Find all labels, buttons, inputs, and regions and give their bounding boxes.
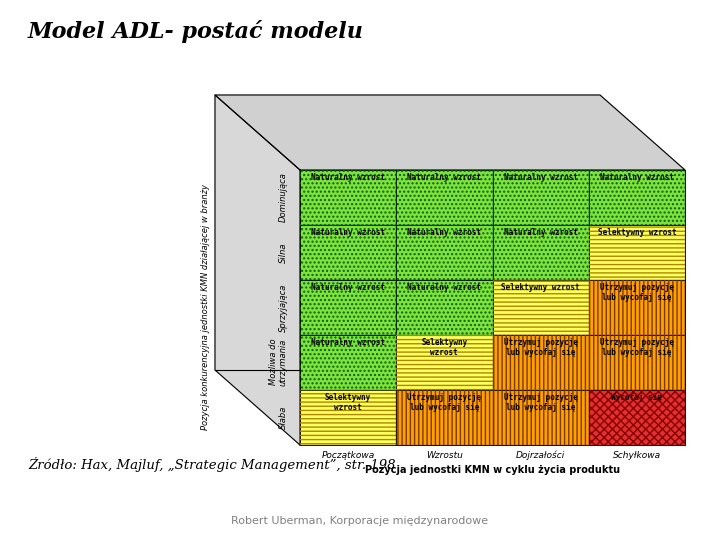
- Text: Słaba: Słaba: [279, 406, 288, 429]
- Bar: [300, 390, 396, 445]
- Text: Selektywny wzrost: Selektywny wzrost: [501, 283, 580, 292]
- Text: Naturalny wzrost: Naturalny wzrost: [503, 173, 577, 182]
- Text: Utrzymuj pozycję
lub wycofaj się: Utrzymuj pozycję lub wycofaj się: [503, 338, 577, 357]
- Bar: [396, 225, 492, 280]
- Polygon shape: [215, 95, 300, 445]
- Bar: [492, 335, 589, 390]
- Text: Pozycja konkurencyjna jednostki KMN działającej w branży: Pozycja konkurencyjna jednostki KMN dzia…: [200, 185, 210, 430]
- Text: Wycofaj się: Wycofaj się: [611, 393, 662, 402]
- Bar: [492, 280, 589, 335]
- Bar: [589, 280, 685, 335]
- Text: Naturalny wzrost: Naturalny wzrost: [408, 173, 482, 182]
- Text: Naturalny wzrost: Naturalny wzrost: [408, 228, 482, 237]
- Text: Dominująca: Dominująca: [279, 173, 288, 222]
- Bar: [300, 335, 396, 390]
- Text: Naturalny wzrost: Naturalny wzrost: [408, 283, 482, 292]
- Bar: [300, 170, 396, 225]
- Bar: [300, 225, 396, 280]
- Bar: [396, 280, 492, 335]
- Text: Początkowa: Początkowa: [322, 451, 374, 460]
- Text: Naturalny wzrost: Naturalny wzrost: [503, 228, 577, 237]
- Bar: [300, 225, 396, 280]
- Bar: [589, 390, 685, 445]
- Text: Dojrzałości: Dojrzałości: [516, 451, 565, 461]
- Text: Źródło: Hax, Majluf, „Strategic Management”, str. 198: Źródło: Hax, Majluf, „Strategic Manageme…: [28, 457, 395, 472]
- Text: Schyłkowa: Schyłkowa: [613, 451, 661, 460]
- Text: Naturalny wzrost: Naturalny wzrost: [311, 228, 385, 237]
- Bar: [589, 280, 685, 335]
- Text: Selektywny wzrost: Selektywny wzrost: [598, 228, 676, 237]
- Bar: [396, 170, 492, 225]
- Bar: [300, 335, 396, 390]
- Text: Silna: Silna: [279, 242, 288, 263]
- Bar: [589, 335, 685, 390]
- Bar: [492, 390, 589, 445]
- Text: Sprzyjająca: Sprzyjająca: [279, 284, 288, 332]
- Polygon shape: [215, 95, 685, 170]
- Bar: [300, 280, 396, 335]
- Bar: [396, 280, 492, 335]
- Bar: [589, 390, 685, 445]
- Bar: [492, 390, 589, 445]
- Bar: [492, 335, 589, 390]
- Text: Utrzymuj pozycję
lub wycofaj się: Utrzymuj pozycję lub wycofaj się: [503, 393, 577, 413]
- Text: Model ADL- postać modelu: Model ADL- postać modelu: [28, 20, 364, 43]
- Bar: [589, 170, 685, 225]
- Text: Możliwa do
utrzymania: Możliwa do utrzymania: [269, 339, 288, 386]
- Bar: [396, 225, 492, 280]
- Bar: [396, 335, 492, 390]
- Bar: [492, 170, 589, 225]
- Text: Pozycja jednostki KMN w cyklu życia produktu: Pozycja jednostki KMN w cyklu życia prod…: [365, 465, 620, 475]
- Bar: [396, 390, 492, 445]
- Text: Naturalny wzrost: Naturalny wzrost: [600, 173, 674, 182]
- Text: Utrzymuj pozycję
lub wycofaj się: Utrzymuj pozycję lub wycofaj się: [408, 393, 482, 413]
- Text: Utrzymuj pozycję
lub wycofaj się: Utrzymuj pozycję lub wycofaj się: [600, 338, 674, 357]
- Text: Naturalny wzrost: Naturalny wzrost: [311, 173, 385, 182]
- Bar: [300, 280, 396, 335]
- Bar: [396, 335, 492, 390]
- Text: Naturalny wzrost: Naturalny wzrost: [311, 338, 385, 347]
- Bar: [492, 170, 589, 225]
- Bar: [492, 225, 589, 280]
- Bar: [396, 170, 492, 225]
- Bar: [492, 225, 589, 280]
- Bar: [589, 225, 685, 280]
- Bar: [589, 335, 685, 390]
- Bar: [396, 390, 492, 445]
- Text: Utrzymuj pozycję
lub wycofaj się: Utrzymuj pozycję lub wycofaj się: [600, 283, 674, 302]
- Bar: [492, 280, 589, 335]
- Text: Naturalny wzrost: Naturalny wzrost: [311, 283, 385, 292]
- Bar: [589, 225, 685, 280]
- Text: Robert Uberman, Korporacje międzynarodowe: Robert Uberman, Korporacje międzynarodow…: [231, 516, 489, 526]
- Bar: [589, 170, 685, 225]
- Text: Selektywny
wzrost: Selektywny wzrost: [325, 393, 372, 413]
- Text: Selektywny
wzrost: Selektywny wzrost: [421, 338, 467, 357]
- Bar: [300, 170, 396, 225]
- Bar: [300, 390, 396, 445]
- Text: Wzrostu: Wzrostu: [426, 451, 463, 460]
